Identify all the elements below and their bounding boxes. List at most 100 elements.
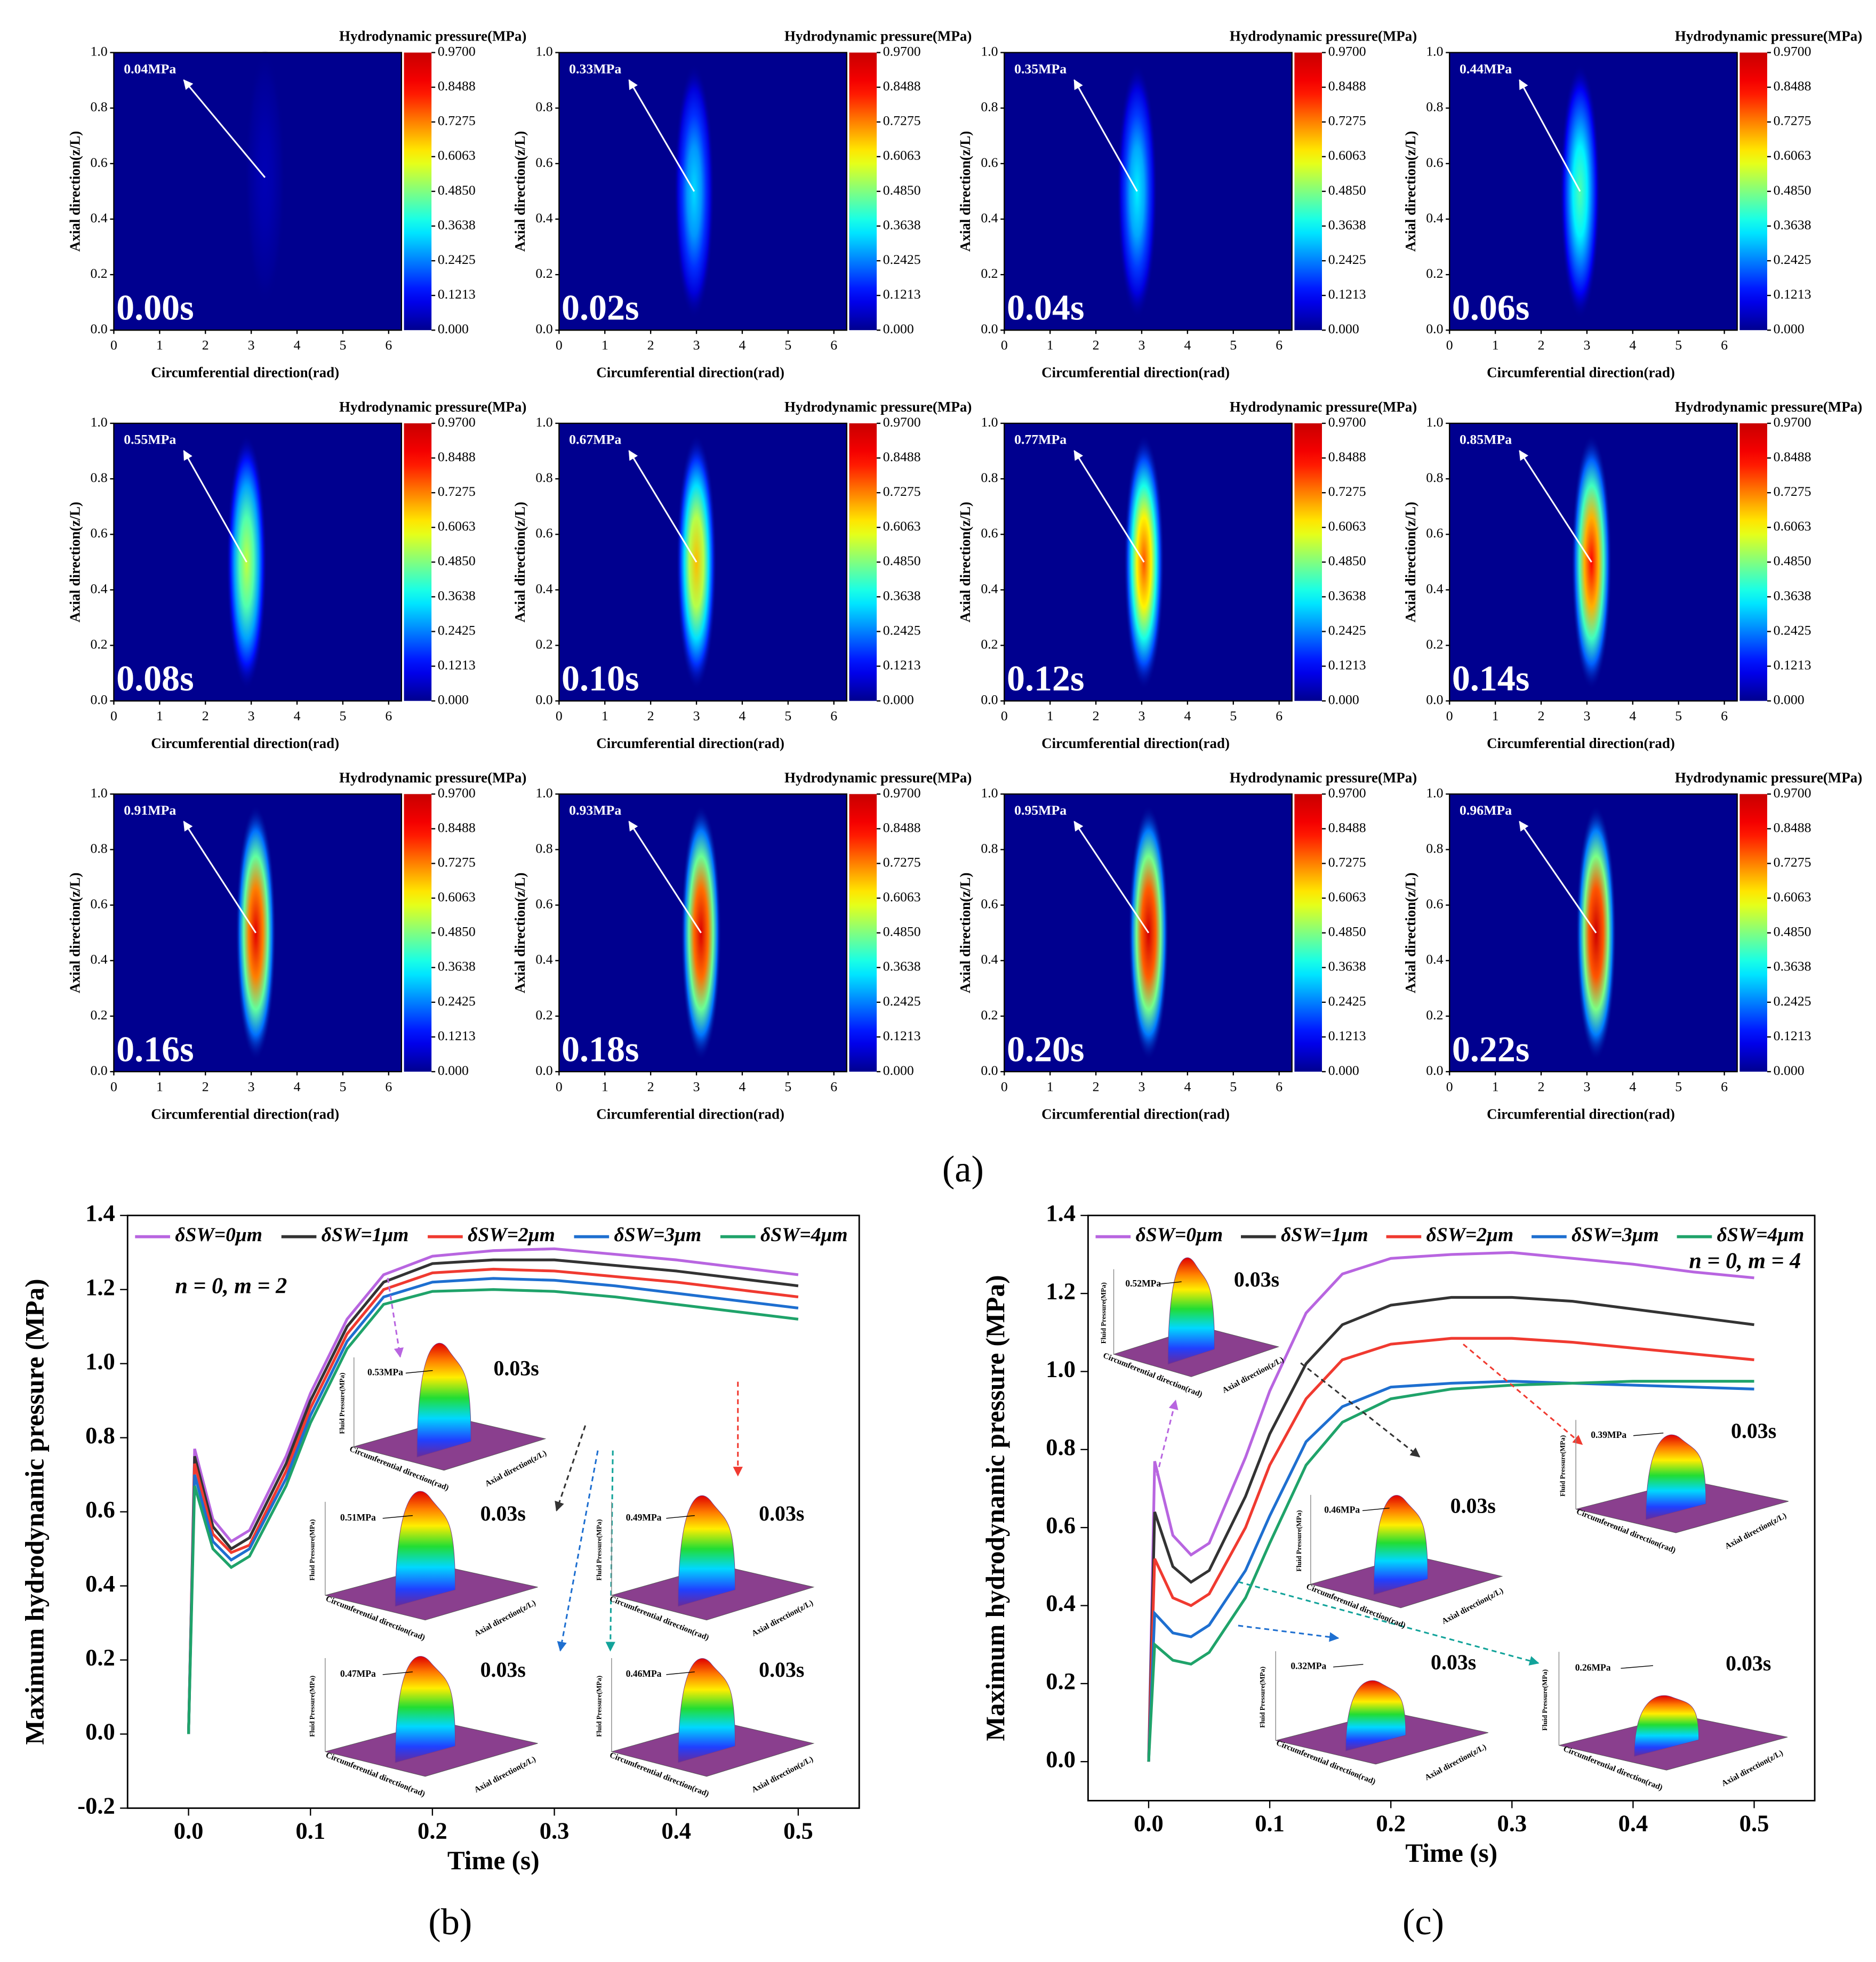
colorbar-tick-label: 0.8488 — [883, 78, 921, 94]
callout-arrow — [555, 1425, 587, 1511]
colorbar-tick-label: 0.3638 — [1774, 588, 1811, 603]
pressure-blob — [676, 434, 717, 690]
y-tick-label: 0.0 — [1426, 1063, 1443, 1078]
inset-time-label: 0.03s — [1431, 1650, 1476, 1674]
inset-time-label: 0.03s — [759, 1501, 804, 1525]
x-tick-label: 5 — [1675, 708, 1682, 723]
y-tick-label: 0.2 — [981, 636, 998, 652]
y-tick-label: 1.0 — [90, 785, 107, 800]
y-tick-label: 0.4 — [535, 952, 552, 967]
x-axis-label: Circumferential direction(rad) — [1487, 735, 1675, 751]
colorbar-tick-label: 0.000 — [1328, 1063, 1359, 1078]
x-tick-label: 1 — [1047, 1079, 1054, 1094]
peak-arrow — [628, 821, 702, 934]
colorbar-tick-label: 0.000 — [1328, 321, 1359, 336]
inset-peak-label: 0.46MPa — [626, 1668, 662, 1679]
time-label: 0.12s — [1007, 658, 1084, 698]
colorbar-tick-label: 0.1213 — [1774, 1028, 1811, 1043]
y-tick-label: 0.6 — [981, 525, 998, 541]
x-tick-label: 1 — [1047, 708, 1054, 723]
y-axis-label: Axial direction(z/L) — [957, 131, 973, 252]
colorbar — [849, 52, 877, 331]
x-tick-label: 0.5 — [1739, 1810, 1769, 1836]
inset-pressure-surface — [395, 1656, 456, 1763]
inset-pressure-surface — [1167, 1257, 1215, 1365]
inset-y-label: Axial direction(z/L) — [473, 1755, 538, 1795]
y-tick-label: 0.0 — [90, 1063, 107, 1078]
peak-label: 0.33MPa — [569, 61, 621, 76]
colorbar-tick-label: 0.7275 — [1774, 113, 1811, 128]
colorbar-title: Hydrodynamic pressure(MPa) — [1230, 399, 1417, 415]
inset-peak-arrow — [666, 1515, 695, 1519]
colorbar-tick-label: 0.2425 — [883, 252, 921, 267]
colorbar-tick-label: 0.1213 — [438, 657, 476, 672]
inset-peak-label: 0.52MPa — [1125, 1278, 1161, 1289]
inset-pressure-surface — [1345, 1680, 1406, 1751]
x-tick-label: 0.2 — [1376, 1810, 1406, 1836]
x-tick-label: 6 — [1721, 708, 1728, 723]
peak-arrow — [1073, 79, 1138, 192]
y-tick-label: 0.6 — [981, 155, 998, 170]
y-tick-label: 1.0 — [981, 44, 998, 59]
x-tick-label: 2 — [1538, 1079, 1545, 1094]
y-tick-label: 0.2 — [1046, 1668, 1076, 1694]
y-tick-label: 0.4 — [535, 581, 552, 596]
colorbar-tick-label: 0.9700 — [1774, 785, 1811, 800]
x-tick-label: 0 — [110, 708, 117, 723]
y-tick-label: 0.2 — [1426, 1007, 1443, 1023]
colorbar-tick-label: 0.4850 — [1774, 182, 1811, 198]
colorbar-title: Hydrodynamic pressure(MPa) — [1675, 769, 1862, 785]
inset-pressure-surface — [1634, 1695, 1699, 1757]
colorbar-tick-label: 0.8488 — [883, 819, 921, 835]
peak-arrow — [628, 450, 698, 563]
y-tick-label: 1.0 — [1426, 44, 1443, 59]
colorbar — [1294, 794, 1322, 1072]
colorbar-tick-label: 0.8488 — [1774, 78, 1811, 94]
y-tick-label: 0.2 — [535, 1007, 552, 1023]
plot-frame — [558, 52, 847, 331]
colorbar — [1739, 794, 1767, 1072]
legend-label: δSW=2μm — [1426, 1224, 1514, 1246]
y-tick-label: 1.0 — [1046, 1356, 1076, 1382]
colorbar-tick-label: 0.1213 — [438, 1028, 476, 1043]
colorbar-tick-label: 0.6063 — [438, 148, 476, 163]
inset-y-label: Axial direction(z/L) — [750, 1755, 815, 1795]
colorbar-title: Hydrodynamic pressure(MPa) — [784, 28, 972, 44]
peak-arrow — [628, 79, 695, 192]
colorbar-tick-label: 0.4850 — [883, 924, 921, 939]
colorbar-tick-label: 0.2425 — [1774, 993, 1811, 1009]
colorbar-tick-label: 0.2425 — [1774, 252, 1811, 267]
inset-peak-label: 0.26MPa — [1575, 1662, 1611, 1672]
x-tick-label: 1 — [1492, 708, 1499, 723]
colorbar-tick-label: 0.2425 — [1328, 252, 1366, 267]
colorbar-tick-label: 0.2425 — [883, 622, 921, 638]
colorbar-title: Hydrodynamic pressure(MPa) — [339, 769, 526, 785]
series-line — [187, 1277, 799, 1734]
colorbar-tick-label: 0.6063 — [1328, 889, 1366, 905]
x-tick-label: 5 — [1230, 337, 1237, 353]
y-tick-label: 0.6 — [1426, 896, 1443, 912]
colorbar-tick-label: 0.9700 — [1328, 785, 1366, 800]
colorbar-tick-label: 0.1213 — [883, 1028, 921, 1043]
x-axis-label: Circumferential direction(rad) — [1041, 365, 1230, 381]
colorbar-tick-label: 0.7275 — [883, 854, 921, 870]
colorbar-tick-label: 0.2425 — [1774, 622, 1811, 638]
x-axis-label: Circumferential direction(rad) — [596, 365, 784, 381]
y-tick-label: 0.8 — [1426, 470, 1443, 485]
colorbar-tick-label: 0.4850 — [438, 924, 476, 939]
x-tick-label: 3 — [248, 1079, 255, 1094]
inset-peak-label: 0.53MPa — [367, 1367, 403, 1378]
colorbar-tick-label: 0.1213 — [883, 286, 921, 302]
callout-arrow — [557, 1450, 599, 1652]
y-tick-label: 0.4 — [535, 210, 552, 226]
y-tick-label: 0.8 — [90, 99, 107, 115]
peak-arrow — [183, 79, 266, 178]
colorbar-tick-label: 0.1213 — [1774, 286, 1811, 302]
y-axis-label: Axial direction(z/L) — [67, 502, 83, 622]
legend-label: δSW=4μm — [1717, 1224, 1805, 1246]
x-tick-label: 6 — [385, 337, 392, 353]
colorbar-tick-label: 0.3638 — [883, 588, 921, 603]
plot-frame — [558, 422, 847, 702]
plot-frame — [1449, 422, 1738, 702]
